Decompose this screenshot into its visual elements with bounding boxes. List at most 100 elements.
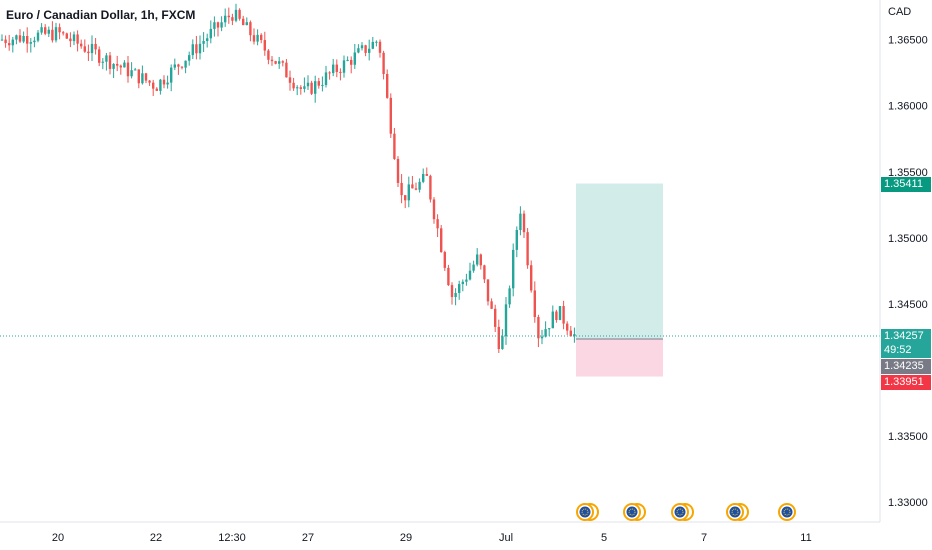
x-tick-label: 12:30 (218, 532, 246, 544)
candle-body (303, 86, 306, 89)
x-tick-label: 11 (800, 532, 811, 544)
y-tick-label: 1.34500 (888, 299, 928, 311)
candle-body (119, 65, 122, 68)
x-tick-label: 7 (701, 532, 707, 544)
candle-body (479, 254, 482, 266)
eu-flag-icon[interactable] (778, 503, 796, 521)
candle-body (29, 42, 32, 44)
eu-flag-icon[interactable] (576, 503, 594, 521)
y-tick-label: 1.35000 (888, 233, 928, 245)
x-tick-label: 27 (302, 532, 314, 544)
candle-body (515, 229, 518, 250)
candle-body (508, 288, 511, 305)
candle-body (87, 51, 90, 54)
candle-body (555, 311, 558, 320)
candle-body (15, 35, 18, 40)
candle-body (310, 82, 313, 94)
candle-body (206, 38, 209, 42)
candle-body (440, 228, 443, 253)
candle-body (144, 73, 148, 81)
candle-body (0, 39, 4, 41)
candle-body (551, 311, 554, 329)
candle-body (98, 49, 101, 63)
candle-body (375, 41, 378, 43)
candle-body (116, 63, 119, 66)
candle-body (58, 27, 61, 33)
candle-body (332, 64, 335, 74)
candle-body (386, 74, 389, 98)
candle-body (443, 252, 446, 268)
candle-body (252, 35, 256, 42)
candle-body (548, 328, 551, 330)
candle-body (522, 213, 526, 233)
candle-body (36, 32, 40, 41)
candle-body (267, 50, 270, 60)
candle-body (191, 44, 194, 56)
candle-body (198, 43, 202, 54)
candle-body (18, 35, 22, 42)
candle-body (62, 32, 65, 34)
candle-body (47, 29, 50, 34)
candle-body (231, 17, 234, 21)
candle-body (519, 213, 522, 230)
candle-body (382, 52, 385, 75)
currency-label[interactable]: CAD (888, 6, 912, 18)
candle-body (26, 35, 29, 44)
candle-body (476, 254, 479, 265)
candle-body (404, 195, 407, 201)
candle-body (346, 59, 349, 61)
candle-body (425, 174, 428, 176)
candle-body (184, 60, 187, 68)
eu-flag-icon[interactable] (671, 503, 689, 521)
candle-body (389, 97, 392, 134)
candle-body (458, 284, 461, 293)
symbol-title[interactable]: Euro / Canadian Dollar, 1h, FXCM (6, 8, 196, 22)
y-tick-label: 1.35500 (888, 167, 928, 179)
candle-body (220, 22, 223, 28)
candle-body (123, 62, 126, 68)
candle-body (483, 265, 486, 280)
candle-body (105, 55, 108, 62)
candle-body (76, 34, 79, 44)
candle-body (209, 28, 212, 39)
candle-body (540, 336, 544, 339)
candle-body (490, 301, 493, 309)
candle-body (22, 35, 25, 42)
candle-body (296, 87, 299, 89)
candle-body (461, 281, 464, 285)
candle-body (54, 27, 58, 41)
candle-body (130, 70, 133, 77)
loss-zone[interactable] (576, 338, 663, 377)
x-tick-label: 29 (400, 532, 412, 544)
candle-body (170, 67, 173, 83)
candle-body (407, 184, 410, 201)
candle-body (411, 184, 414, 189)
y-tick-label: 1.33500 (888, 431, 928, 443)
candle-body (195, 44, 198, 54)
candle-body (148, 80, 151, 83)
candle-body (306, 82, 310, 87)
candle-body (486, 279, 490, 302)
candle-body (450, 285, 454, 298)
candle-body (40, 27, 43, 33)
candle-body (465, 279, 468, 282)
profit-zone[interactable] (576, 183, 663, 339)
target-price-tag: 1.35411 (881, 176, 931, 192)
candle-body (188, 55, 191, 61)
candle-body (270, 59, 274, 62)
candle-body (350, 59, 353, 65)
candle-body (501, 336, 504, 350)
candle-body (173, 64, 176, 68)
x-tick-label: Jul (499, 532, 513, 544)
candle-body (436, 219, 439, 229)
candle-body (530, 265, 533, 291)
candle-body (447, 267, 450, 286)
candle-body (33, 40, 36, 43)
eu-flag-icon[interactable] (623, 503, 641, 521)
candle-body (432, 199, 436, 220)
candle-body (353, 52, 356, 65)
candle-body (418, 181, 421, 190)
candle-body (245, 22, 248, 26)
eu-flag-icon[interactable] (726, 503, 744, 521)
